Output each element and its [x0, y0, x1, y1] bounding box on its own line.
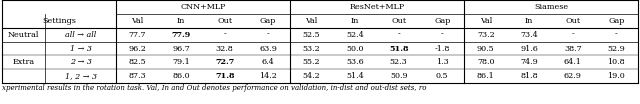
Text: 10.8: 10.8 [607, 58, 625, 66]
Text: all → all: all → all [65, 31, 96, 39]
Text: Out: Out [391, 17, 406, 25]
Text: Siamese: Siamese [534, 3, 568, 11]
Text: -: - [572, 31, 574, 39]
Text: 53.2: 53.2 [303, 45, 321, 53]
Text: Gap: Gap [434, 17, 451, 25]
Text: xperimental results in the rotation task. Val, In and Out denotes performance on: xperimental results in the rotation task… [2, 84, 426, 92]
Text: 73.2: 73.2 [477, 31, 495, 39]
Text: 87.3: 87.3 [129, 72, 147, 80]
Text: 52.5: 52.5 [303, 31, 321, 39]
Text: 50.9: 50.9 [390, 72, 408, 80]
Text: In: In [525, 17, 534, 25]
Text: 54.2: 54.2 [303, 72, 321, 80]
Text: 77.7: 77.7 [129, 31, 147, 39]
Text: 52.4: 52.4 [346, 31, 364, 39]
Text: -: - [441, 31, 444, 39]
Text: 6.4: 6.4 [262, 58, 275, 66]
Text: In: In [351, 17, 360, 25]
Text: Out: Out [565, 17, 580, 25]
Text: Val: Val [479, 17, 492, 25]
Text: 79.1: 79.1 [172, 58, 190, 66]
Text: 82.5: 82.5 [129, 58, 147, 66]
Text: In: In [177, 17, 186, 25]
Text: 86.1: 86.1 [477, 72, 495, 80]
Text: 81.8: 81.8 [520, 72, 538, 80]
Text: Val: Val [305, 17, 318, 25]
Text: 90.5: 90.5 [477, 45, 495, 53]
Text: 1, 2 → 3: 1, 2 → 3 [65, 72, 97, 80]
Text: Gap: Gap [260, 17, 276, 25]
Text: Gap: Gap [608, 17, 625, 25]
Text: 0.5: 0.5 [436, 72, 449, 80]
Text: -: - [267, 31, 269, 39]
Text: 73.4: 73.4 [520, 31, 538, 39]
Text: 77.9: 77.9 [172, 31, 191, 39]
Text: 51.4: 51.4 [346, 72, 364, 80]
Text: -1.8: -1.8 [435, 45, 450, 53]
Text: Out: Out [217, 17, 232, 25]
Text: Neutral: Neutral [8, 31, 40, 39]
Text: 52.3: 52.3 [390, 58, 408, 66]
Text: 32.8: 32.8 [216, 45, 234, 53]
Text: 1.3: 1.3 [436, 58, 449, 66]
Text: 55.2: 55.2 [303, 58, 321, 66]
Text: 72.7: 72.7 [215, 58, 234, 66]
Text: 78.0: 78.0 [477, 58, 495, 66]
Text: CNN+MLP: CNN+MLP [180, 3, 225, 11]
Text: ResNet+MLP: ResNet+MLP [349, 3, 404, 11]
Text: 1 → 3: 1 → 3 [70, 45, 92, 53]
Text: 52.9: 52.9 [607, 45, 625, 53]
Text: 74.9: 74.9 [520, 58, 538, 66]
Text: -: - [615, 31, 618, 39]
Text: -: - [397, 31, 400, 39]
Text: 91.6: 91.6 [520, 45, 538, 53]
Text: 50.0: 50.0 [346, 45, 364, 53]
Text: 38.7: 38.7 [564, 45, 582, 53]
Text: 96.2: 96.2 [129, 45, 147, 53]
Text: 14.2: 14.2 [259, 72, 277, 80]
Text: Settings: Settings [42, 17, 76, 25]
Text: 86.0: 86.0 [172, 72, 190, 80]
Text: 2 → 3: 2 → 3 [70, 58, 92, 66]
Text: 96.7: 96.7 [172, 45, 190, 53]
Text: 71.8: 71.8 [215, 72, 234, 80]
Text: 63.9: 63.9 [259, 45, 277, 53]
Text: 53.6: 53.6 [346, 58, 364, 66]
Text: -: - [223, 31, 226, 39]
Text: 64.1: 64.1 [564, 58, 582, 66]
Text: 62.9: 62.9 [564, 72, 582, 80]
Text: Val: Val [131, 17, 144, 25]
Text: Extra: Extra [13, 58, 35, 66]
Text: 51.8: 51.8 [389, 45, 408, 53]
Text: 19.0: 19.0 [607, 72, 625, 80]
